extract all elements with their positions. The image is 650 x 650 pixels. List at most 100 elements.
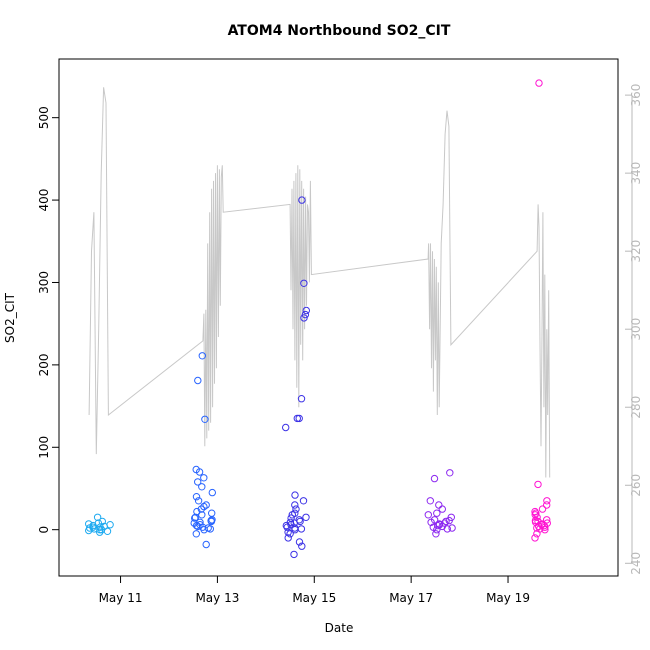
data-point <box>297 395 306 403</box>
data-point <box>531 518 540 526</box>
data-point <box>298 542 306 550</box>
data-point <box>533 524 541 532</box>
y-axis: 0 100 200 300 400 500 <box>37 106 59 534</box>
x-tick-label: May 17 <box>389 591 433 605</box>
data-point <box>192 530 201 538</box>
y2-tick-label: 300 <box>629 318 643 341</box>
data-point <box>300 314 308 322</box>
x-axis-label: Date <box>325 621 354 635</box>
data-point <box>442 517 450 526</box>
plot-frame <box>58 58 619 577</box>
data-point <box>543 516 551 524</box>
data-point <box>445 516 453 525</box>
data-point <box>89 523 97 531</box>
data-point <box>287 514 295 522</box>
data-point <box>446 469 454 477</box>
y2-tick-label: 340 <box>629 162 643 185</box>
data-point <box>93 513 102 521</box>
data-point <box>433 509 441 517</box>
data-point <box>531 534 539 542</box>
data-point <box>193 507 201 516</box>
x-tick-label: May 11 <box>99 591 143 605</box>
data-point <box>208 509 216 517</box>
secondary-series-line <box>88 87 551 478</box>
data-point <box>202 501 210 509</box>
data-point <box>284 534 292 542</box>
y-tick-label: 0 <box>37 526 51 534</box>
y-tick-label: 300 <box>37 271 51 294</box>
y-tick-label: 500 <box>37 106 51 129</box>
data-point <box>206 525 215 533</box>
data-point <box>534 480 542 489</box>
x-axis: May 11 May 13 May 15 May 17 May 19 <box>99 576 530 605</box>
data-point <box>207 516 215 525</box>
data-point <box>194 497 203 505</box>
secondary-y-axis: 240 260 280 300 320 340 360 <box>625 84 643 575</box>
data-point <box>98 517 107 526</box>
data-point <box>302 306 310 315</box>
data-point <box>443 525 451 533</box>
y-tick-label: 100 <box>37 436 51 459</box>
x-tick-label: May 19 <box>486 591 530 605</box>
y2-tick-label: 360 <box>629 84 643 107</box>
data-point <box>531 507 539 516</box>
data-point <box>202 540 210 549</box>
data-point <box>191 514 199 522</box>
data-point <box>286 530 294 538</box>
data-point <box>435 521 444 529</box>
data-point <box>293 414 301 423</box>
secondary-line-group <box>88 87 551 478</box>
data-point <box>301 310 310 319</box>
data-point <box>196 518 204 526</box>
data-point <box>435 501 443 509</box>
data-point <box>194 376 202 385</box>
data-point <box>424 511 432 519</box>
y-tick-label: 400 <box>37 189 51 212</box>
data-point <box>300 279 308 287</box>
y2-tick-label: 280 <box>629 396 643 419</box>
data-point <box>192 465 200 474</box>
data-point <box>291 501 299 509</box>
data-point <box>284 528 292 536</box>
data-point <box>200 502 208 511</box>
data-point <box>291 509 299 517</box>
scatter-points <box>85 79 551 559</box>
data-point <box>535 79 543 87</box>
data-point <box>538 505 547 513</box>
data-point <box>103 527 112 535</box>
data-point <box>201 415 209 423</box>
data-point <box>295 516 303 524</box>
y2-tick-label: 240 <box>629 552 643 575</box>
data-point <box>299 497 308 505</box>
data-point <box>197 505 206 513</box>
data-point <box>298 196 306 204</box>
data-point <box>200 474 208 482</box>
chart-title: ATOM4 Northbound SO2_CIT <box>228 23 451 39</box>
data-point <box>291 491 299 499</box>
data-point <box>208 488 217 497</box>
data-point <box>295 414 303 423</box>
y2-tick-label: 260 <box>629 474 643 497</box>
data-point <box>196 521 204 529</box>
data-point <box>194 478 202 486</box>
data-point <box>94 519 103 527</box>
data-point <box>426 497 434 505</box>
data-point <box>543 497 551 505</box>
data-point <box>429 523 437 531</box>
x-tick-label: May 13 <box>195 591 239 605</box>
data-point <box>538 521 546 529</box>
data-point <box>292 505 300 513</box>
y-tick-label: 200 <box>37 353 51 376</box>
data-point <box>430 474 439 483</box>
y-axis-label: SO2_CIT <box>3 292 17 343</box>
data-point <box>90 525 98 533</box>
data-point <box>438 505 446 513</box>
y2-tick-label: 320 <box>629 240 643 263</box>
data-point <box>96 526 104 534</box>
data-point <box>286 518 295 526</box>
data-point <box>536 525 544 533</box>
data-point <box>198 352 207 360</box>
data-point <box>448 524 456 532</box>
data-point <box>192 493 201 501</box>
